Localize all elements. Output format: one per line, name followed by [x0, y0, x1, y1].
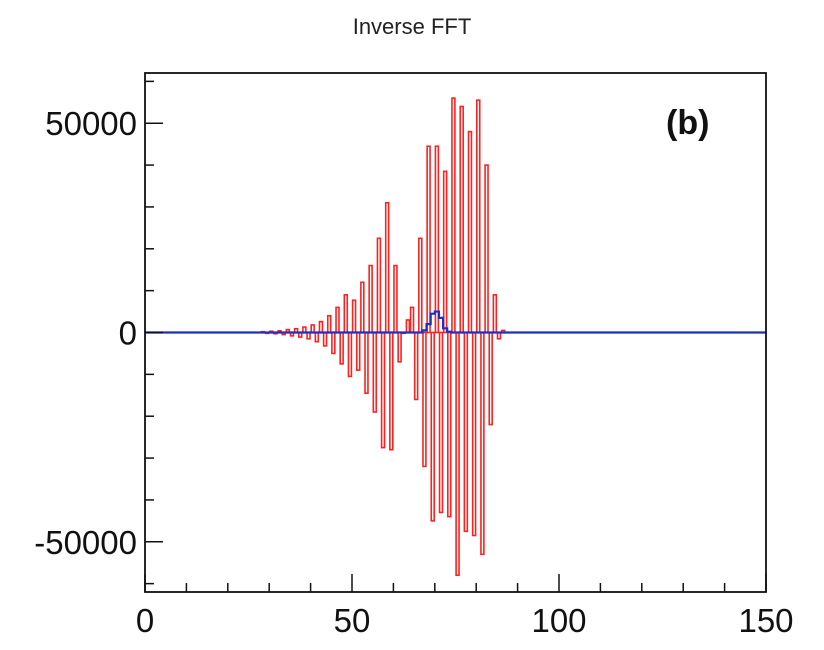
bar-76 — [459, 105, 464, 334]
bar-41 — [314, 331, 320, 343]
panel-label: (b) — [666, 104, 709, 142]
bar-61 — [397, 331, 402, 363]
blue-step-line — [145, 310, 766, 334]
red-series-bars — [260, 97, 506, 577]
bar-78 — [467, 130, 473, 334]
bar-55 — [372, 331, 378, 413]
bar-66 — [418, 237, 423, 334]
bar-45 — [331, 331, 336, 355]
bar-79 — [471, 331, 477, 537]
bar-52 — [360, 281, 365, 334]
bar-57 — [380, 331, 386, 449]
chart-title: Inverse FFT — [352, 14, 472, 39]
x-tick-label-150: 150 — [738, 602, 793, 639]
bar-48 — [343, 294, 349, 334]
bar-44 — [326, 314, 332, 334]
bar-80 — [475, 99, 481, 334]
y-tick-label-0: 0 — [119, 315, 137, 352]
bar-71 — [438, 331, 444, 514]
bar-82 — [484, 164, 489, 334]
bar-70 — [434, 145, 440, 334]
bar-59 — [389, 331, 394, 451]
bar-49 — [347, 331, 353, 378]
x-tick-label-100: 100 — [531, 602, 586, 639]
bar-67 — [422, 331, 427, 468]
tick-labels: 0 50 100 150 -50000 0 50000 — [34, 105, 793, 639]
x-tick-label-0: 0 — [136, 602, 154, 639]
bar-42 — [318, 320, 324, 334]
x-tick-label-50: 50 — [334, 602, 371, 639]
bar-47 — [339, 331, 344, 365]
bar-65 — [413, 331, 419, 401]
bar-58 — [384, 201, 390, 334]
bar-53 — [364, 331, 369, 394]
bar-46 — [335, 306, 340, 334]
bar-75 — [455, 331, 460, 577]
bar-72 — [442, 170, 448, 334]
bar-54 — [368, 264, 373, 334]
bar-69 — [430, 331, 436, 522]
bar-73 — [447, 331, 452, 518]
axes — [144, 72, 767, 593]
y-tick-label-50000: 50000 — [45, 105, 137, 142]
bar-56 — [376, 237, 382, 334]
y-tick-label--50000: -50000 — [34, 524, 137, 561]
bar-50 — [351, 299, 357, 334]
bar-77 — [463, 331, 469, 533]
bar-83 — [488, 331, 493, 426]
bar-74 — [451, 97, 456, 334]
bar-43 — [322, 331, 328, 347]
bar-64 — [409, 306, 415, 334]
bar-40 — [310, 324, 315, 334]
blue-series-line — [145, 310, 766, 334]
bar-84 — [492, 294, 498, 334]
bar-60 — [393, 264, 398, 334]
bar-51 — [355, 331, 361, 371]
bar-81 — [480, 331, 485, 556]
bar-68 — [426, 145, 431, 334]
bar-63 — [405, 319, 411, 334]
